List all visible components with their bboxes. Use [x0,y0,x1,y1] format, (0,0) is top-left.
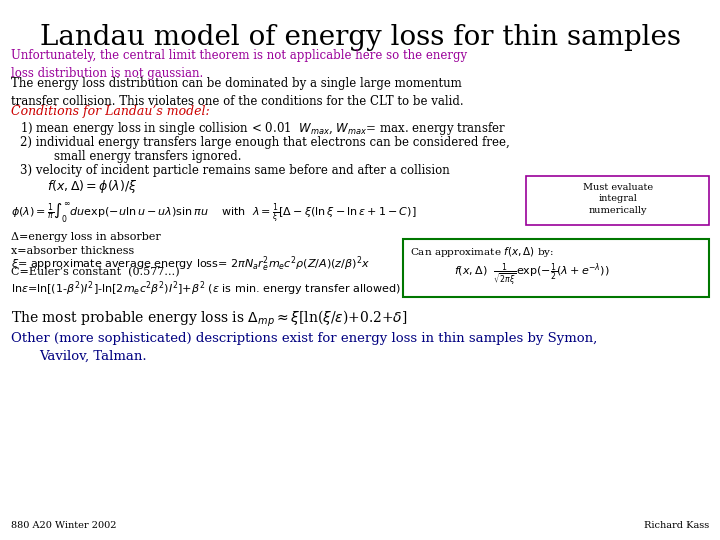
Text: Unfortunately, the central limit theorem is not applicable here so the energy
lo: Unfortunately, the central limit theorem… [11,49,467,79]
Text: Δ=energy loss in absorber
x=absorber thickness: Δ=energy loss in absorber x=absorber thi… [11,232,161,256]
Text: 3) velocity of incident particle remains same before and after a collision: 3) velocity of incident particle remains… [20,164,450,177]
Text: 1) mean energy loss in single collision < 0.01  $W_{max}$, $W_{max}$= max. energ: 1) mean energy loss in single collision … [20,120,507,137]
Text: Richard Kass: Richard Kass [644,521,709,530]
Text: The most probable energy loss is $\Delta_{mp}$$\approx$$\xi$[ln($\xi$/$\varepsil: The most probable energy loss is $\Delta… [11,309,408,329]
Text: $\phi(\lambda) = \frac{1}{\pi}\int_0^{\infty} du\exp(-u\ln u - u\lambda)\sin\pi : $\phi(\lambda) = \frac{1}{\pi}\int_0^{\i… [11,201,416,225]
Text: $\xi$= approximate average energy loss= $2\pi N_a r_e^2 m_e c^2 \rho(Z/A)(z/\bet: $\xi$= approximate average energy loss= … [11,255,370,274]
Text: Vavilov, Talman.: Vavilov, Talman. [40,350,147,363]
Text: 880 A20 Winter 2002: 880 A20 Winter 2002 [11,521,117,530]
Text: 2) individual energy transfers large enough that electrons can be considered fre: 2) individual energy transfers large eno… [20,136,510,149]
Text: C=Euler’s constant  (0.577…): C=Euler’s constant (0.577…) [11,267,179,278]
Text: $f(x,\Delta)\ \ \frac{1}{\sqrt{2\pi\xi}}\exp(-\frac{1}{2}(\lambda + e^{-\lambda}: $f(x,\Delta)\ \ \frac{1}{\sqrt{2\pi\xi}}… [454,261,609,289]
Text: small energy transfers ignored.: small energy transfers ignored. [54,150,241,163]
Text: The energy loss distribution can be dominated by a single large momentum
transfe: The energy loss distribution can be domi… [11,77,464,107]
Text: Conditions for Landau’s model:: Conditions for Landau’s model: [11,105,210,118]
Text: Landau model of energy loss for thin samples: Landau model of energy loss for thin sam… [40,24,680,51]
Text: Must evaluate
integral
numerically: Must evaluate integral numerically [582,183,653,215]
Text: $f(x,\Delta) = \phi(\lambda)/\xi$: $f(x,\Delta) = \phi(\lambda)/\xi$ [47,178,138,195]
Text: Other (more sophisticated) descriptions exist for energy loss in thin samples by: Other (more sophisticated) descriptions … [11,332,597,345]
Text: Can approximate $f(x,\Delta)$ by:: Can approximate $f(x,\Delta)$ by: [410,245,554,259]
Text: ln$\varepsilon$=ln[(1-$\beta^2$)$I^2$]-ln[2$m_e c^2\beta^2$)$I^2$]+$\beta^2$ ($\: ln$\varepsilon$=ln[(1-$\beta^2$)$I^2$]-l… [11,280,400,298]
